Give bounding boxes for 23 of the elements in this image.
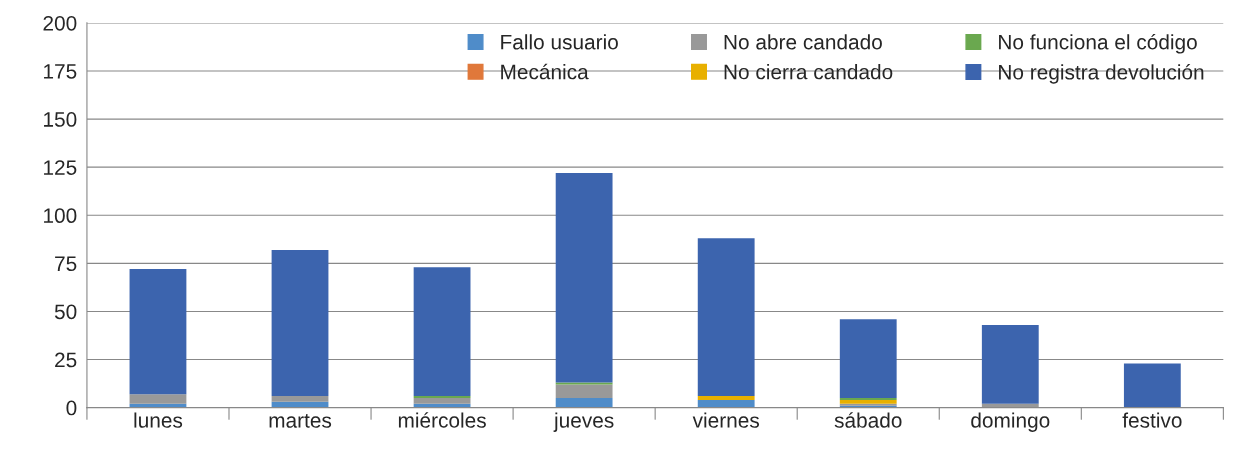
x-tick-label: domingo xyxy=(971,412,1050,432)
x-tick-label: miércoles xyxy=(398,412,486,428)
legend-label: No cierra candado xyxy=(724,64,893,80)
x-tick-label: lunes xyxy=(134,412,183,428)
y-tick-label: 200 xyxy=(43,15,77,31)
y-tick-label: 150 xyxy=(44,112,77,127)
y-tick-label: 125 xyxy=(44,160,77,175)
y-tick-label: 0 xyxy=(66,400,77,416)
y-tick-label: 75 xyxy=(55,256,77,272)
x-tick-label: martes xyxy=(269,414,332,428)
legend-label: No abre candado xyxy=(724,34,882,50)
legend-label: No registra devolución xyxy=(999,64,1204,84)
y-tick-label: 175 xyxy=(44,64,77,79)
y-tick-label: 100 xyxy=(44,208,77,224)
legend-label: No funciona el código xyxy=(999,33,1197,54)
x-tick-label: sábado xyxy=(834,412,902,428)
x-tick-label: festivo xyxy=(1122,412,1182,428)
x-tick-label: viernes xyxy=(692,412,760,428)
legend-label: Fallo usuario xyxy=(501,34,618,50)
x-tick-label: jueves xyxy=(553,412,614,432)
y-tick-label: 25 xyxy=(55,352,77,368)
legend-label: Mecánica xyxy=(501,63,589,80)
y-tick-label: 50 xyxy=(54,304,77,320)
